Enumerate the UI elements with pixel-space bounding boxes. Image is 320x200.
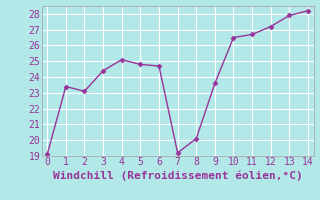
X-axis label: Windchill (Refroidissement éolien,°C): Windchill (Refroidissement éolien,°C) [53,170,302,181]
